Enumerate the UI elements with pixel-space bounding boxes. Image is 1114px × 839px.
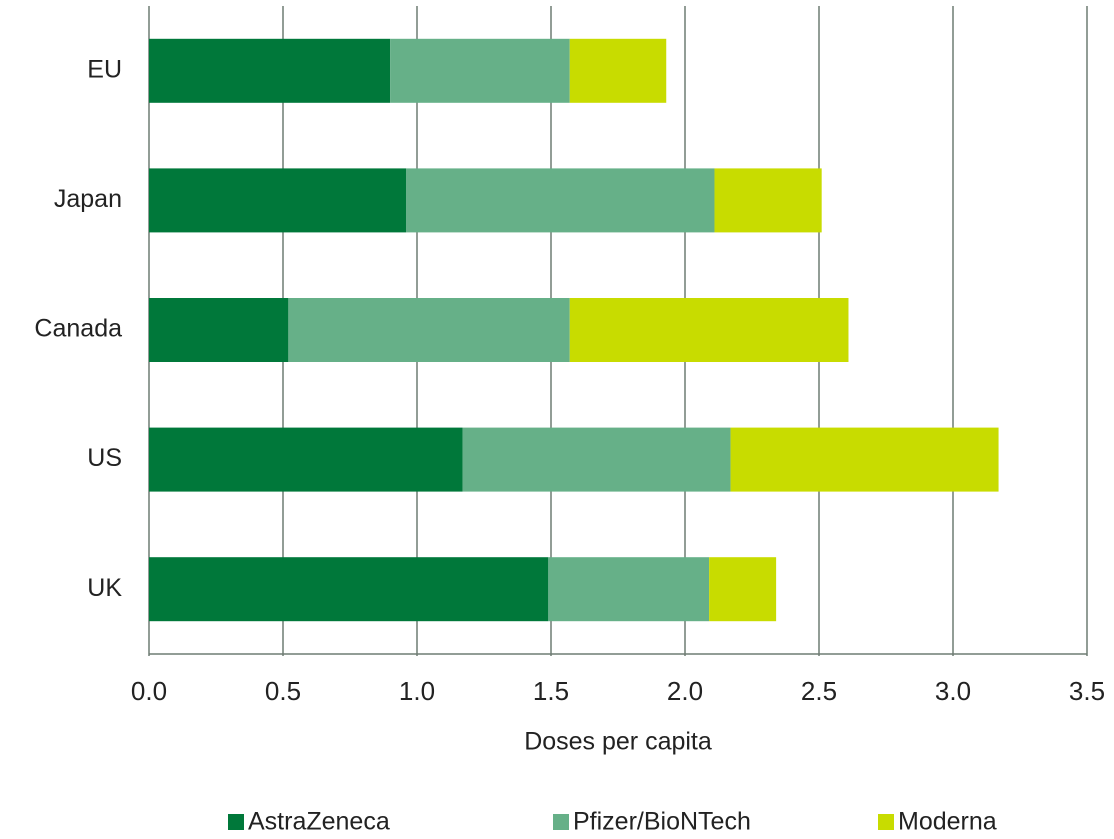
x-tick-label: 0.5 (265, 676, 301, 706)
legend-label: AstraZeneca (248, 808, 390, 836)
bar-segment (390, 38, 570, 103)
legend-swatch (553, 814, 569, 830)
bar-segment (149, 557, 549, 622)
y-tick-label: US (87, 444, 122, 472)
bar-segment (149, 427, 463, 492)
legend-label: Pfizer/BioNTech (573, 808, 751, 836)
bar-segment (569, 298, 849, 362)
y-tick-label: UK (87, 574, 122, 602)
x-tick-label: 2.0 (667, 676, 703, 706)
x-tick-label: 1.0 (399, 676, 435, 706)
x-tick-label: 0.0 (131, 676, 167, 706)
y-tick-label: EU (87, 55, 122, 83)
bar-segment (709, 557, 777, 622)
legend-label: Moderna (898, 808, 997, 836)
bar-segment (714, 168, 822, 233)
bar-segment (149, 298, 289, 362)
legend-swatch (228, 814, 244, 830)
y-tick-label: Japan (54, 185, 122, 213)
x-axis-label: Doses per capita (524, 728, 712, 756)
bar-segment (406, 168, 715, 233)
x-tick-label: 1.5 (533, 676, 569, 706)
legend-swatch (878, 814, 894, 830)
y-tick-label: Canada (34, 315, 122, 343)
bar-segment (548, 557, 710, 622)
bar-segment (730, 427, 999, 492)
bar-segment (149, 168, 407, 233)
x-tick-label: 3.0 (935, 676, 971, 706)
bar-segment (462, 427, 731, 492)
bar-segment (569, 38, 667, 103)
bar-segment (149, 38, 391, 103)
x-tick-label: 3.5 (1069, 676, 1105, 706)
x-tick-label: 2.5 (801, 676, 837, 706)
bar-segment (288, 298, 570, 362)
